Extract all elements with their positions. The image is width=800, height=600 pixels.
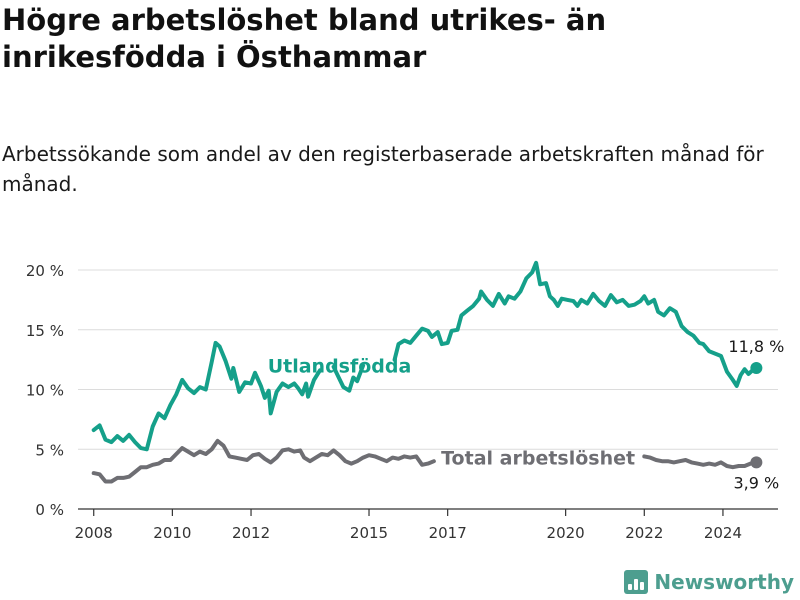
end-value-label-utlandsfodda: 11,8 % [728, 337, 784, 356]
end-value-label-total-arbetsloshet: 3,9 % [734, 473, 780, 492]
x-tick-label: 2022 [625, 524, 663, 542]
y-tick-label: 20 % [26, 262, 64, 280]
series-line-total-arbetsloshet [642, 454, 759, 470]
x-tick-label: 2024 [704, 524, 742, 542]
grid-lines [78, 269, 778, 450]
y-tick-label: 5 % [35, 441, 64, 459]
series-label-utlandsfodda: Utlandsfödda [268, 356, 412, 378]
x-tick-label: 2012 [232, 524, 270, 542]
series-line-utlandsfodda [392, 260, 759, 388]
end-point-utlandsfodda [750, 361, 763, 374]
x-tick-label: 2008 [75, 524, 113, 542]
series-line-utlandsfodda [91, 340, 322, 452]
y-tick-label: 15 % [26, 322, 64, 340]
brand-name: Newsworthy [654, 570, 794, 594]
chart-subtitle: Arbetssökande som andel av den registerb… [2, 142, 764, 196]
series-line-total-arbetsloshet [91, 438, 436, 484]
x-tick-label: 2017 [429, 524, 467, 542]
x-tick-label: 2015 [350, 524, 388, 542]
bar-chart-icon [624, 570, 649, 594]
series-labels: Utlandsfödda Total arbetslöshet 11,8 % 3… [268, 337, 785, 492]
end-point-total-arbetsloshet [750, 456, 763, 469]
newsworthy-logo: Newsworthy [624, 570, 794, 594]
chart-title: Högre arbetslöshet bland utrikes- än inr… [2, 3, 607, 74]
x-axis: 2008 2010 2012 2015 2017 2020 2022 2024 [75, 508, 778, 542]
series-line-utlandsfodda [331, 363, 366, 393]
y-tick-label: 0 % [35, 501, 64, 519]
y-tick-label: 10 % [26, 382, 64, 400]
x-tick-label: 2020 [547, 524, 585, 542]
series-label-total-arbetsloshet: Total arbetslöshet [441, 448, 635, 470]
x-tick-label: 2010 [153, 524, 191, 542]
y-axis-tick-labels: 0 % 5 % 10 % 15 % 20 % [26, 262, 64, 519]
data-series [91, 260, 763, 484]
